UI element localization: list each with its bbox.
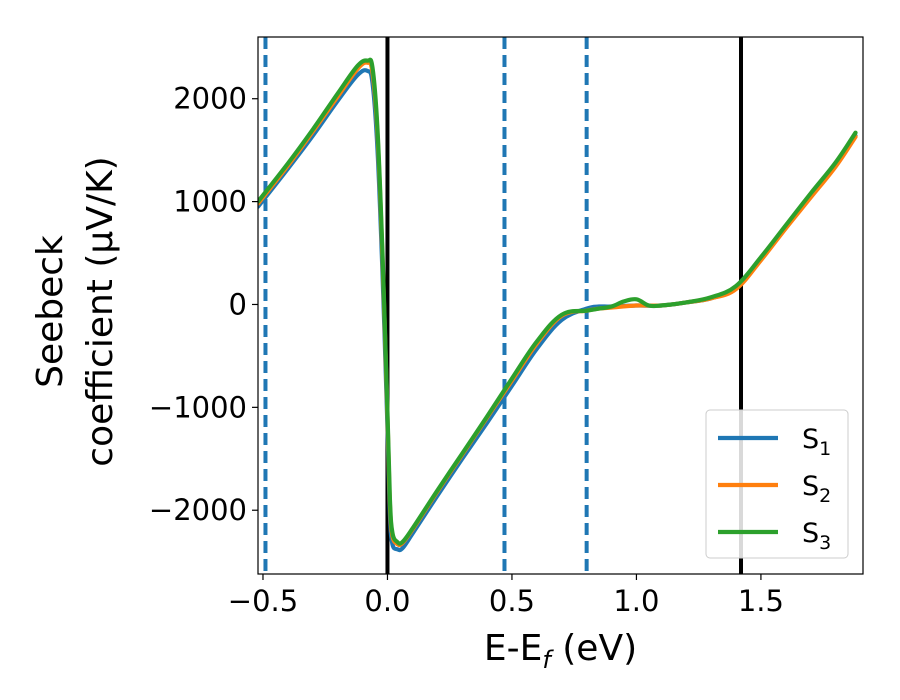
y-axis-title: Seebeck coefficient (μV/K): [30, 156, 121, 466]
y-tick-label: −1000: [149, 390, 247, 424]
plot-frame: [257, 36, 864, 575]
legend-label-s3: S3: [802, 518, 831, 554]
legend-label-sub: 1: [819, 438, 831, 460]
legend-label-main: S: [802, 424, 819, 455]
y-tick-label: 1000: [173, 185, 247, 219]
y-tick-label: −2000: [149, 493, 247, 527]
y-tick-label: 2000: [173, 82, 247, 116]
series-layer: [258, 57, 858, 553]
y-axis: −2000 −1000 0 1000 2000: [149, 82, 258, 527]
x-tick-label: 1.0: [613, 584, 659, 618]
y-axis-title-line-1: Seebeck: [30, 235, 71, 388]
x-axis: −0.5 0.0 0.5 1.0 1.5: [228, 574, 784, 618]
x-tick-label: 1.5: [738, 584, 784, 618]
legend-label-s1: S1: [802, 424, 831, 460]
legend-label-main: S: [802, 518, 819, 549]
legend-label-sub: 3: [819, 532, 831, 554]
x-axis-title: E-Ef (eV): [484, 628, 637, 674]
series-line-s3: [258, 57, 858, 546]
x-axis-title-main: E-E: [484, 628, 542, 669]
x-tick-label: −0.5: [228, 584, 298, 618]
x-tick-label: 0.0: [364, 584, 410, 618]
x-tick-label: 0.5: [489, 584, 535, 618]
y-axis-title-line-2: coefficient (μV/K): [80, 156, 121, 466]
x-axis-title-tail: (eV): [551, 628, 637, 669]
legend-label-s2: S2: [802, 471, 831, 507]
y-tick-label: 0: [229, 287, 247, 321]
legend-label-main: S: [802, 471, 819, 502]
legend-label-sub: 2: [819, 485, 831, 507]
